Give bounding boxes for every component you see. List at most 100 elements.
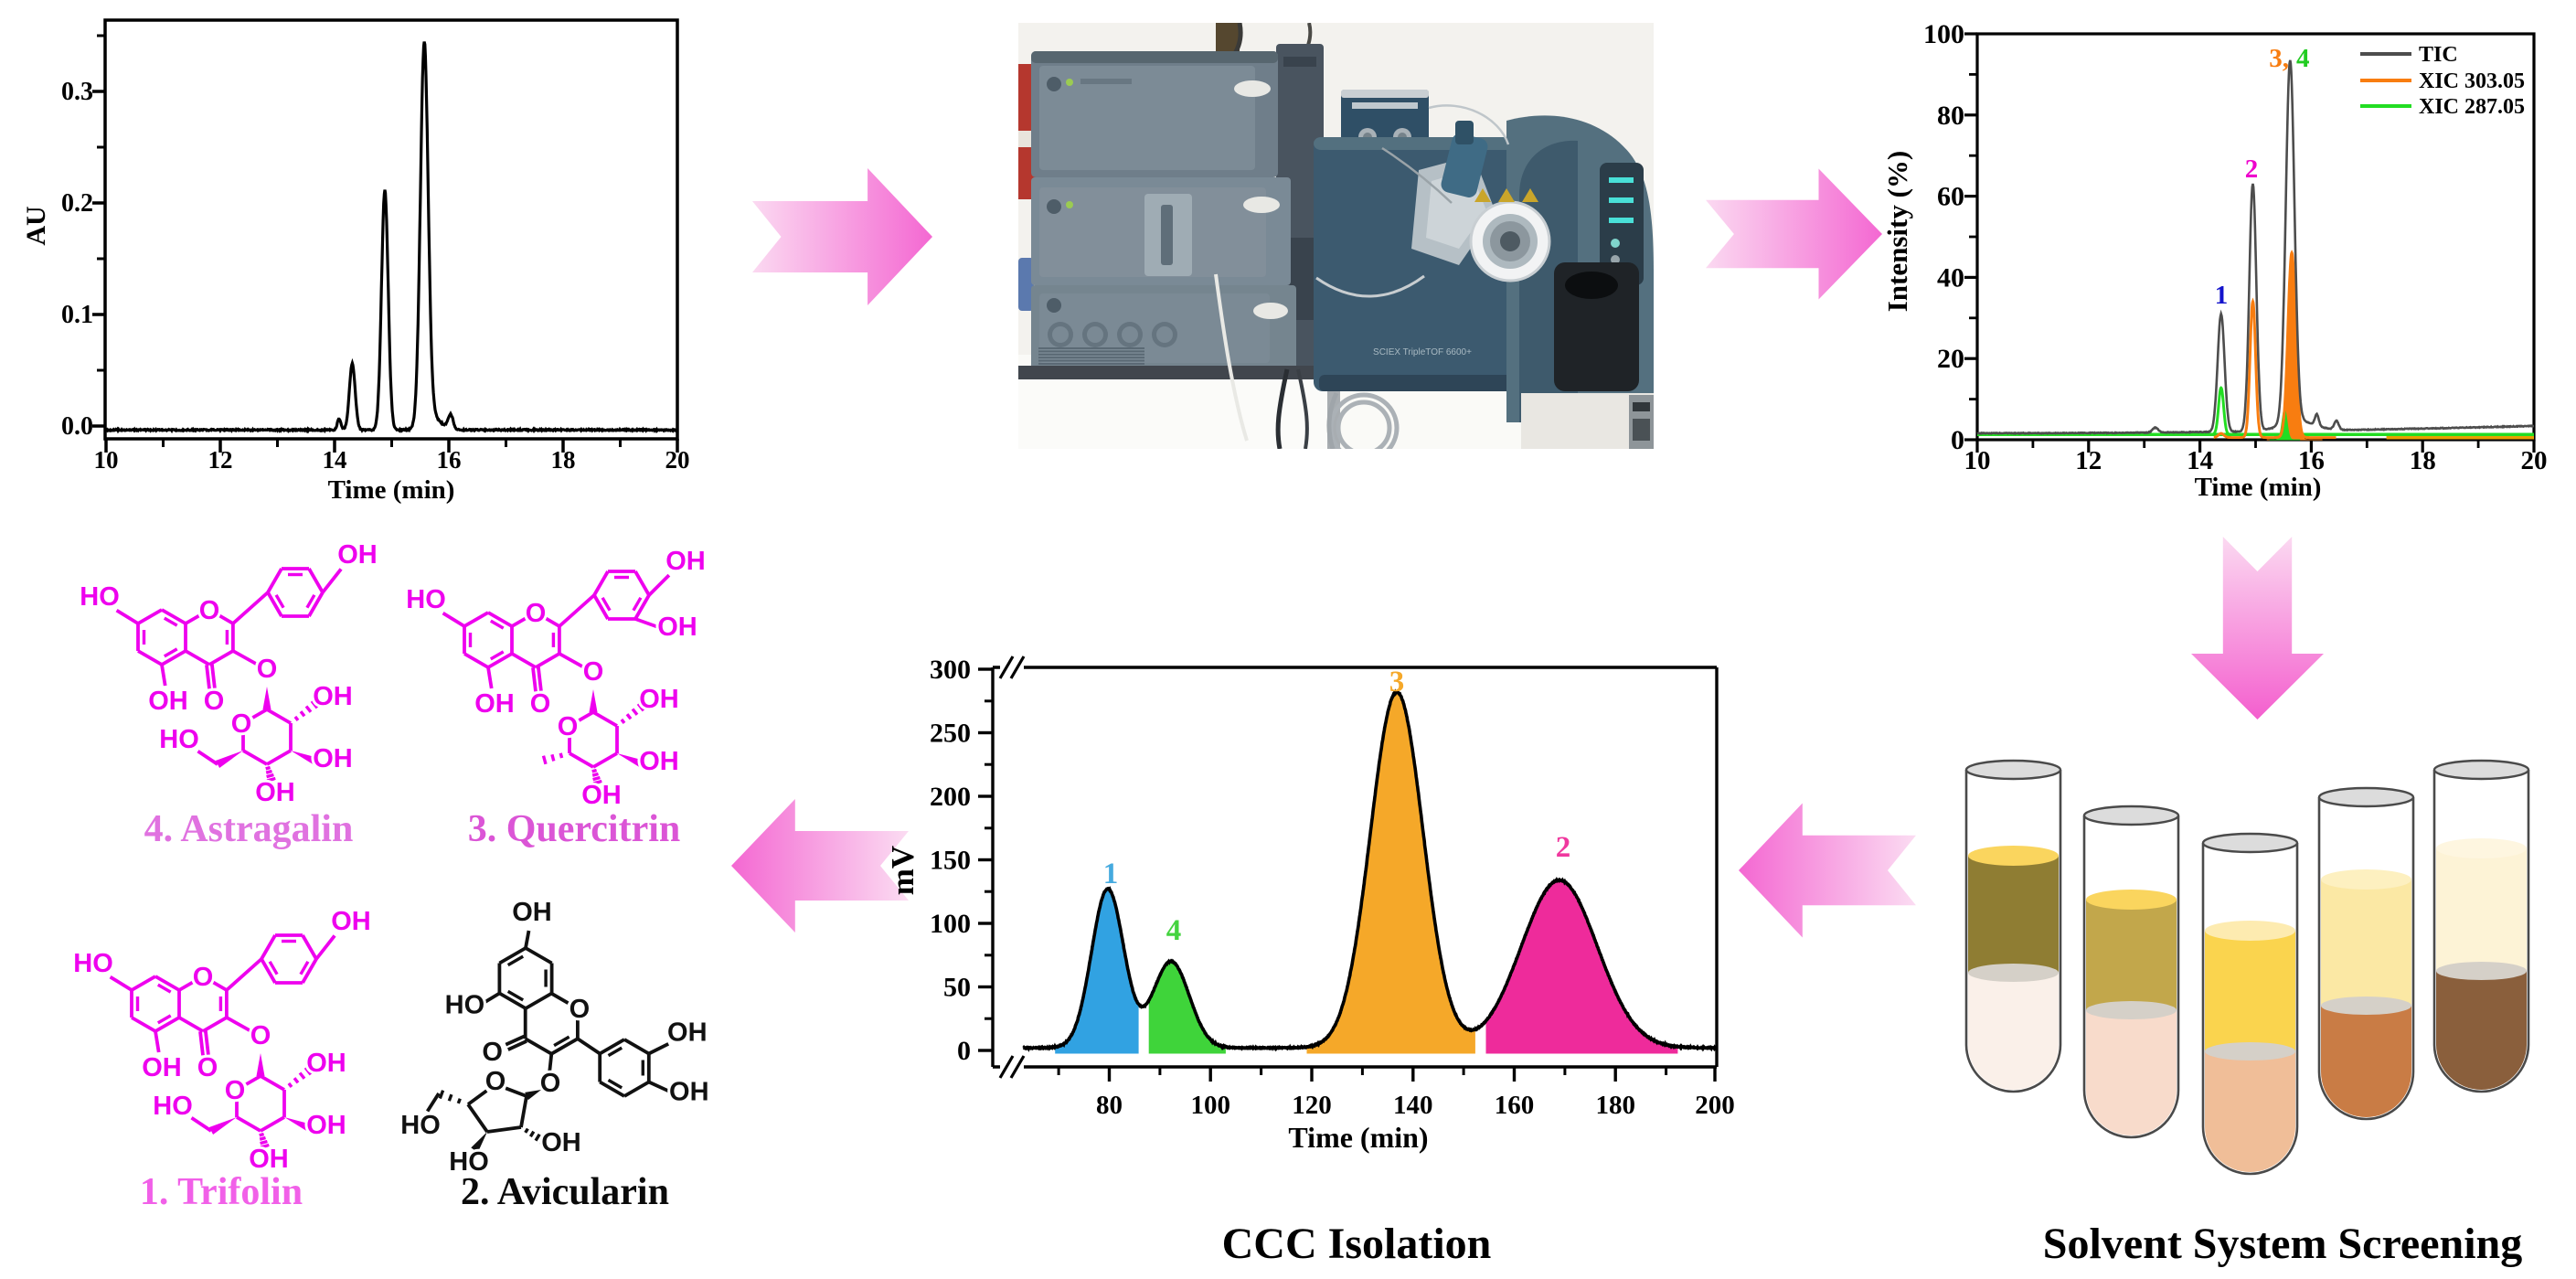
svg-text:OH: OH [541,1128,581,1157]
svg-text:100: 100 [1190,1091,1230,1120]
svg-text:O: O [558,712,579,741]
svg-text:OH: OH [512,898,552,927]
svg-text:18: 18 [2410,446,2436,475]
svg-text:HO: HO [400,1111,441,1140]
svg-text:12: 12 [208,446,233,474]
svg-text:100: 100 [930,909,971,939]
svg-text:10: 10 [1964,446,1991,475]
svg-text:OH: OH [306,1049,346,1078]
svg-text:OH: OH [306,1111,346,1140]
svg-text:OH: OH [249,1145,289,1174]
svg-text:0.3: 0.3 [61,78,93,106]
svg-text:18: 18 [551,446,576,474]
svg-text:mV: mV [885,846,921,895]
svg-text:2: 2 [1556,831,1571,864]
svg-text:HO: HO [445,991,485,1020]
svg-text:O: O [530,689,551,719]
svg-text:14: 14 [2187,446,2213,475]
svg-text:16: 16 [437,446,462,474]
svg-text:200: 200 [930,782,971,812]
svg-text:OH: OH [669,1078,709,1107]
svg-text:180: 180 [1595,1091,1635,1120]
svg-text:CCC Isolation: CCC Isolation [1222,1220,1492,1268]
svg-text:14: 14 [323,446,347,474]
svg-text:2: 2 [2245,155,2259,184]
svg-text:10: 10 [94,446,119,474]
svg-text:O: O [197,1053,218,1082]
svg-text:O: O [482,1038,503,1067]
svg-text:1. Trifolin: 1. Trifolin [140,1171,303,1213]
svg-text:OH: OH [665,547,706,576]
svg-text:OH: OH [313,682,353,711]
svg-text:1: 1 [2215,281,2229,310]
svg-text:300: 300 [930,655,971,685]
svg-text:4: 4 [1166,914,1182,947]
svg-text:O: O [569,995,591,1024]
svg-text:200: 200 [1695,1091,1735,1120]
svg-text:20: 20 [1937,344,1964,374]
svg-text:140: 140 [1393,1091,1433,1120]
svg-text:2. Avicularin: 2. Avicularin [461,1171,669,1213]
svg-text:OH: OH [148,687,188,716]
svg-text:60: 60 [1937,182,1964,212]
svg-text:OH: OH [667,1018,708,1048]
svg-text:250: 250 [930,719,971,749]
svg-text:AU: AU [21,206,51,245]
svg-text:O: O [204,687,225,716]
svg-text:XIC 303.05: XIC 303.05 [2419,69,2525,93]
svg-text:3,: 3, [2269,44,2289,73]
svg-text:O: O [231,709,252,739]
svg-text:Time (min): Time (min) [2195,473,2322,502]
svg-text:HO: HO [73,949,113,978]
svg-text:O: O [526,599,547,628]
svg-text:OH: OH [657,613,697,642]
svg-text:4: 4 [2296,44,2310,73]
svg-text:O: O [583,657,604,687]
svg-text:OH: OH [581,781,622,810]
svg-text:HO: HO [159,725,199,754]
svg-text:Time (min): Time (min) [328,475,455,505]
svg-text:0.0: 0.0 [61,412,93,441]
svg-text:100: 100 [1923,19,1964,49]
svg-text:O: O [540,1069,561,1098]
svg-text:20: 20 [2521,446,2548,475]
svg-text:160: 160 [1495,1091,1535,1120]
svg-text:Intensity (%): Intensity (%) [1881,151,1913,313]
svg-text:80: 80 [1096,1091,1123,1120]
svg-text:OH: OH [255,778,295,807]
svg-text:O: O [485,1067,506,1096]
svg-text:3. Quercitrin: 3. Quercitrin [468,808,681,850]
svg-text:40: 40 [1937,262,1964,293]
svg-text:0.1: 0.1 [61,301,93,329]
svg-text:OH: OH [331,907,371,936]
svg-text:HO: HO [153,1092,193,1121]
svg-text:TIC: TIC [2419,43,2458,67]
svg-text:O: O [199,596,220,625]
svg-text:OH: OH [142,1053,182,1082]
svg-text:OH: OH [474,689,515,719]
svg-text:OH: OH [313,744,353,773]
svg-text:0: 0 [1951,425,1964,455]
svg-text:80: 80 [1937,101,1964,131]
svg-text:3: 3 [1389,666,1405,698]
svg-text:O: O [257,655,278,684]
svg-text:SCIEX TripleTOF 6600+: SCIEX TripleTOF 6600+ [1373,347,1472,357]
svg-text:HO: HO [80,582,120,612]
svg-text:Solvent System Screening: Solvent System Screening [2043,1220,2522,1268]
svg-text:OH: OH [337,540,378,570]
svg-text:20: 20 [665,446,690,474]
svg-text:OH: OH [639,685,679,714]
svg-text:HO: HO [406,585,446,614]
svg-text:150: 150 [930,846,971,876]
svg-text:O: O [250,1021,271,1050]
svg-text:Time (min): Time (min) [1288,1121,1428,1154]
svg-text:0.2: 0.2 [61,189,93,218]
svg-text:12: 12 [2075,446,2102,475]
svg-text:XIC 287.05: XIC 287.05 [2419,95,2525,119]
svg-text:0: 0 [957,1036,971,1066]
svg-text:HO: HO [449,1147,489,1177]
svg-text:OH: OH [639,747,679,776]
svg-text:16: 16 [2298,446,2325,475]
svg-text:1: 1 [1103,858,1119,890]
svg-text:50: 50 [943,973,971,1003]
